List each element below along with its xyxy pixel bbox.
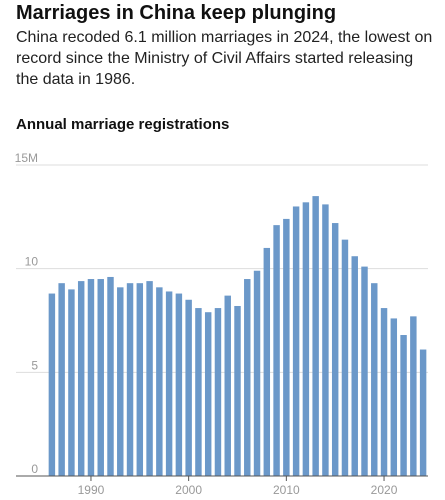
bar <box>322 204 329 477</box>
y-tick-label: 10 <box>25 255 39 269</box>
bar <box>165 291 173 476</box>
bar <box>400 335 407 476</box>
bar <box>97 279 104 476</box>
bar <box>224 295 231 476</box>
bar <box>390 318 398 476</box>
bar <box>214 308 222 476</box>
bar <box>156 287 163 476</box>
bar <box>263 247 271 476</box>
bar <box>175 293 183 476</box>
x-tick-label: 2000 <box>175 483 202 497</box>
bar <box>244 279 251 476</box>
bar <box>371 283 378 476</box>
bar <box>117 287 124 476</box>
x-tick-label: 2010 <box>273 483 300 497</box>
bar <box>273 225 280 476</box>
bar <box>58 283 65 476</box>
bar <box>77 281 85 476</box>
bar <box>302 202 310 476</box>
bar <box>361 266 368 476</box>
subtitle: China recoded 6.1 million marriages in 2… <box>16 29 433 88</box>
bar <box>87 279 95 476</box>
y-tick-label: 15M <box>15 151 38 165</box>
bar <box>419 349 427 476</box>
x-tick-label: 1990 <box>78 483 105 497</box>
bar <box>126 283 134 476</box>
bar <box>136 283 144 476</box>
bar <box>185 299 192 476</box>
bar <box>107 276 114 476</box>
y-tick-label: 5 <box>31 358 38 372</box>
bar <box>351 256 358 476</box>
title: Marriages in China keep plunging <box>16 2 337 24</box>
bar <box>380 308 388 476</box>
bar <box>204 312 212 476</box>
bar <box>234 305 241 476</box>
bar <box>341 239 349 476</box>
bar <box>195 308 202 476</box>
bar <box>68 289 75 476</box>
x-tick-label: 2020 <box>371 483 398 497</box>
bar <box>253 270 261 476</box>
bar <box>312 196 319 476</box>
bar <box>410 316 417 476</box>
bar <box>283 218 290 476</box>
bar <box>48 293 56 476</box>
y-tick-label: 0 <box>31 462 38 476</box>
bar <box>331 223 339 476</box>
bar <box>146 281 153 476</box>
bar <box>292 206 300 476</box>
chart-title: Annual marriage registrations <box>16 116 230 133</box>
